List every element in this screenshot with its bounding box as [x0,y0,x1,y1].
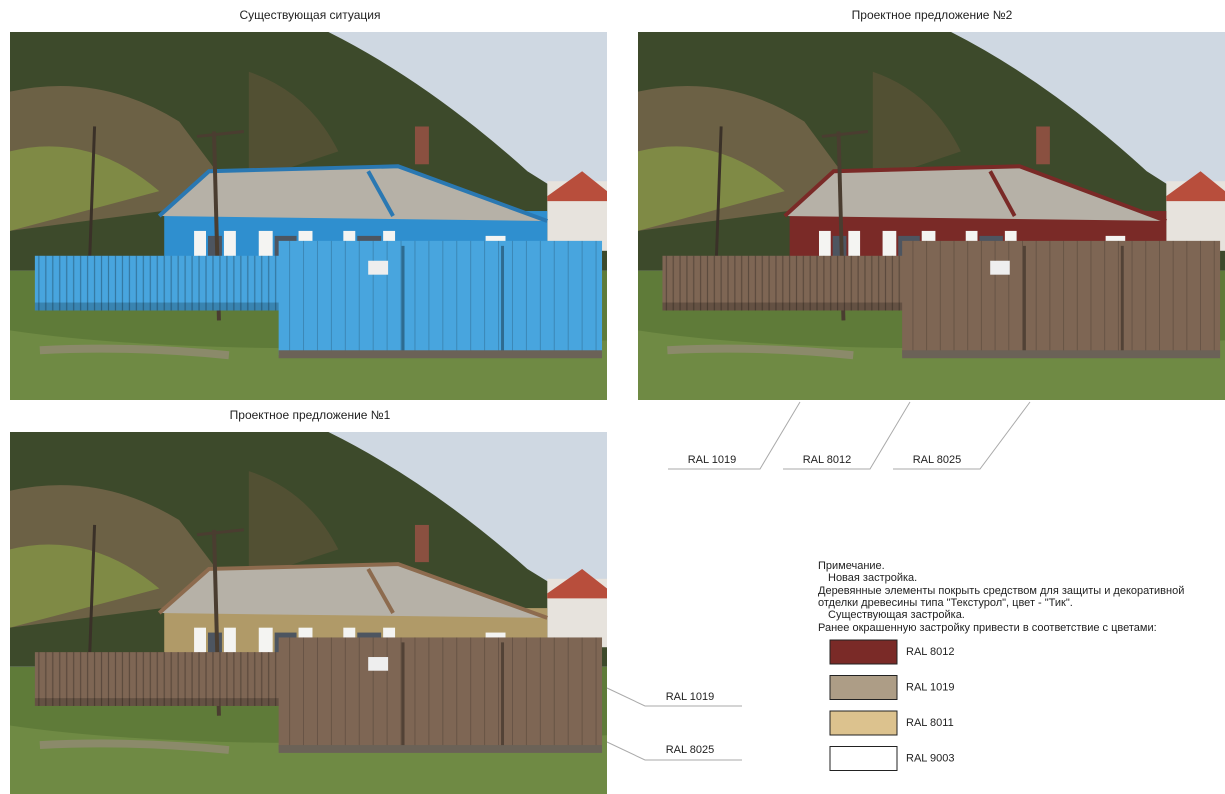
note-text: Ранее окрашенную застройку привести в со… [818,622,1157,634]
note: Примечание. Новая застройка. Деревянные … [818,560,1184,771]
photo-caption: Существующая ситуация [239,8,380,22]
callout-label: RAL 8025 [666,744,715,756]
note-heading: Существующая застройка. [828,609,965,621]
callouts-proposal-1: RAL 1019 RAL 8025 [607,688,742,760]
color-swatch [830,711,897,735]
note-heading: Новая застройка. [828,572,917,584]
swatch-label: RAL 8011 [906,717,954,729]
color-swatch [830,676,897,700]
callout-label: RAL 8012 [803,454,852,466]
photo-caption: Проектное предложение №2 [852,8,1013,22]
note-text: Деревянные элементы покрыть средством дл… [818,585,1184,597]
photo-caption: Проектное предложение №1 [230,408,391,422]
callout-label: RAL 8025 [913,454,962,466]
note-title: Примечание. [818,560,885,572]
swatch-list: RAL 8012 RAL 1019 RAL 8011 RAL 9003 [830,640,955,771]
color-swatch [830,747,897,771]
callout-label: RAL 1019 [688,454,737,466]
photo-existing [10,32,607,400]
callouts-proposal-2: RAL 1019 RAL 8012 RAL 8025 [668,402,1030,469]
note-text: отделки древесины типа "Текстурол", цвет… [818,597,1073,609]
swatch-label: RAL 8012 [906,646,955,658]
photo-proposal-1 [10,432,607,794]
photo-proposal-2 [638,32,1225,400]
color-swatch [830,640,897,664]
callout-label: RAL 1019 [666,691,715,703]
sheet: Существующая ситуация Проектное предложе… [0,0,1225,794]
swatch-label: RAL 9003 [906,752,955,764]
swatch-label: RAL 1019 [906,681,955,693]
